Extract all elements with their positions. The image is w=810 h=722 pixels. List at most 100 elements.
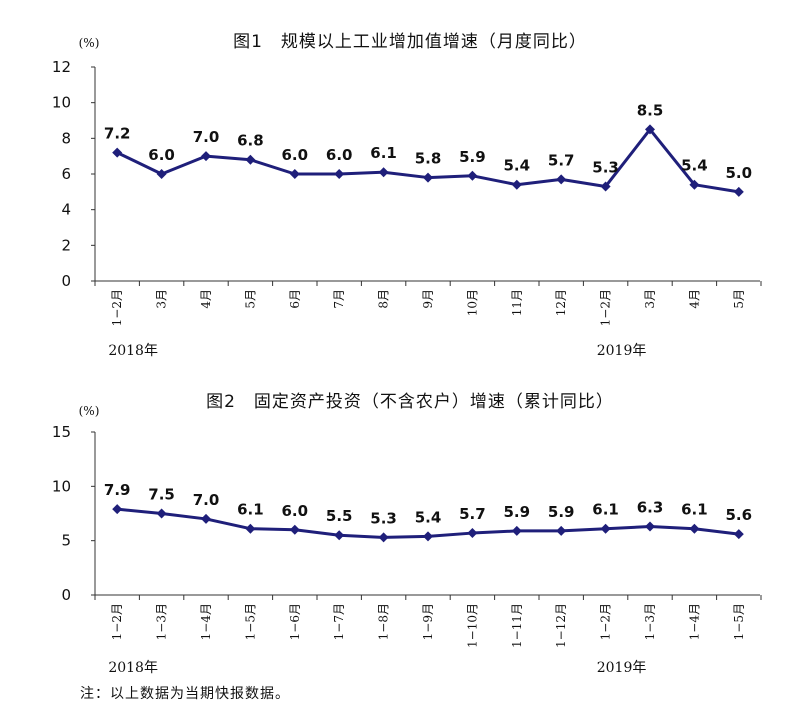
chart-2-data-point [334, 530, 345, 541]
chart-2-x-tick-label: 1−2月 [599, 603, 613, 640]
chart-1-data-point [156, 169, 167, 179]
chart-1-data-point [201, 151, 211, 162]
chart-1-data-point [378, 167, 389, 178]
chart-2-x-tick-label: 1−3月 [643, 603, 657, 640]
chart-2-x-tick-label: 1−4月 [199, 603, 213, 640]
chart-2-data-point [423, 531, 433, 542]
chart-2-data-label: 5.5 [326, 507, 353, 525]
chart-1-data-point [334, 169, 345, 179]
chart-1-data-label: 8.5 [637, 101, 664, 119]
chart-2-x-tick-label: 1−6月 [288, 603, 302, 640]
chart-1-data-point [112, 147, 123, 158]
chart-2-data-label: 5.7 [459, 505, 486, 523]
chart-1-x-tick-label: 3月 [643, 289, 657, 309]
chart-2-y-tick-label: 15 [52, 423, 71, 441]
chart-2-data-label: 5.4 [415, 508, 442, 526]
chart-1-data-point [689, 179, 700, 190]
chart-2-data-point [511, 525, 522, 536]
chart-2-data-point [112, 504, 123, 515]
chart-2-x-tick-label: 1−7月 [332, 603, 346, 640]
chart-1-data-label: 6.0 [326, 146, 353, 164]
chart-1-x-tick-label: 11月 [510, 289, 524, 316]
chart-2-data-point [733, 529, 744, 540]
chart-2-x-tick-label: 1−5月 [732, 603, 746, 640]
chart-2-data-point [245, 523, 256, 534]
chart-2-y-tick-label: 0 [61, 586, 71, 604]
chart-2-data-label: 7.5 [148, 486, 175, 504]
chart-1-data-label: 6.0 [148, 146, 175, 164]
chart-1-x-tick-label: 7月 [332, 289, 346, 309]
chart-2-data-label: 6.1 [237, 501, 264, 519]
chart-2-data-label: 6.1 [592, 501, 619, 519]
chart-2-data-point [201, 513, 211, 524]
chart-1-data-point [556, 174, 567, 185]
chart-industrial-value-added: 图1 规模以上工业增加值增速（月度同比） (%) 0 2 4 6 8 10 12 1−2月 3月 4月… [52, 32, 762, 359]
chart-2-data-label: 5.6 [726, 506, 753, 524]
chart-2-x-tick-label: 1−11月 [510, 603, 524, 648]
chart-1-data-point [511, 179, 522, 190]
chart-2-data-label: 5.9 [504, 503, 531, 521]
chart-2-data-point [556, 525, 567, 536]
chart-2-data-point [467, 528, 478, 539]
chart-1-y-tick-label: 2 [61, 236, 71, 254]
chart-1-year-label: 2018年 [108, 343, 158, 359]
chart-1-x-tick-label: 3月 [155, 289, 169, 309]
chart-2-y-tick-label: 5 [61, 532, 71, 550]
chart-2-x-tick-label: 1−3月 [155, 603, 169, 640]
chart-2-y-tick-label: 10 [52, 477, 71, 495]
chart-2-x-tick-label: 1−10月 [465, 603, 479, 648]
chart-1-data-point [733, 186, 744, 197]
chart-1-data-label: 7.0 [193, 128, 220, 146]
chart-1-x-tick-label: 4月 [199, 289, 213, 309]
chart-1-data-label: 5.4 [504, 157, 531, 175]
chart-1-y-tick-label: 12 [52, 58, 71, 76]
chart-2-x-tick-label: 1−2月 [110, 603, 124, 640]
chart-1-data-point [645, 124, 655, 135]
chart-1-data-point [467, 170, 478, 181]
chart-1-data-label: 5.8 [415, 150, 442, 168]
chart-1-y-tick-label: 6 [61, 165, 71, 183]
chart-1-x-tick-label: 1−2月 [599, 289, 613, 326]
chart-1-y-tick-label: 8 [61, 129, 71, 147]
chart-1-year-label: 2019年 [597, 343, 647, 359]
chart-2-data-point [645, 521, 655, 532]
chart-2-data-label: 5.9 [548, 503, 575, 521]
footnote: 注：以上数据为当期快报数据。 [80, 686, 290, 702]
chart-1-data-label: 6.8 [237, 132, 264, 150]
chart-2-year-label: 2019年 [597, 660, 647, 676]
chart-2-title: 图2 固定资产投资（不含农户）增速（累计同比） [206, 392, 614, 412]
chart-1-title: 图1 规模以上工业增加值增速（月度同比） [233, 32, 587, 52]
chart-1-data-label: 5.0 [726, 164, 753, 182]
chart-2-x-tick-label: 1−5月 [243, 603, 257, 640]
chart-2-data-label: 7.0 [193, 491, 220, 509]
chart-2-data-point [289, 524, 300, 535]
chart-1-y-tick-label: 10 [52, 94, 71, 112]
chart-1-x-tick-label: 8月 [377, 289, 391, 309]
chart-1-x-tick-label: 4月 [687, 289, 701, 309]
chart-fixed-asset-investment: 图2 固定资产投资（不含农户）增速（累计同比） (%) 0 5 10 15 1−2月 1−3月… [0, 380, 810, 690]
chart-1-data-point [289, 169, 300, 179]
chart-1-data-label: 5.3 [592, 158, 619, 176]
chart-1-x-tick-label: 10月 [465, 289, 479, 316]
chart-1-x-tick-label: 6月 [288, 289, 302, 309]
chart-1-data-label: 5.9 [459, 148, 486, 166]
chart-2-data-label: 7.9 [104, 481, 131, 499]
chart-1-x-tick-label: 12月 [554, 289, 568, 316]
chart-1-y-tick-label: 0 [61, 272, 71, 290]
chart-1-data-label: 5.4 [681, 157, 708, 175]
chart-1-x-tick-label: 9月 [421, 289, 435, 309]
chart-1-x-tick-label: 5月 [732, 289, 746, 309]
chart-2-svg: 图2 固定资产投资（不含农户）增速（累计同比） (%) 0 5 10 15 1−2月 1−3月… [52, 392, 762, 676]
chart-2-year-label: 2018年 [108, 660, 158, 676]
chart-1-data-point [600, 181, 611, 192]
chart-2-data-point [689, 523, 700, 534]
chart-1-x-tick-label: 1−2月 [110, 289, 124, 326]
chart-2-data-point [600, 523, 611, 534]
chart-1-data-point [245, 154, 256, 165]
chart-1-data-label: 6.0 [282, 146, 309, 164]
chart-2-x-tick-label: 1−12月 [554, 603, 568, 648]
chart-1-data-label: 6.1 [370, 144, 397, 162]
chart-2-x-tick-label: 1−8月 [377, 603, 391, 640]
chart-1-data-label: 5.7 [548, 151, 575, 169]
chart-2-data-label: 6.1 [681, 501, 708, 519]
